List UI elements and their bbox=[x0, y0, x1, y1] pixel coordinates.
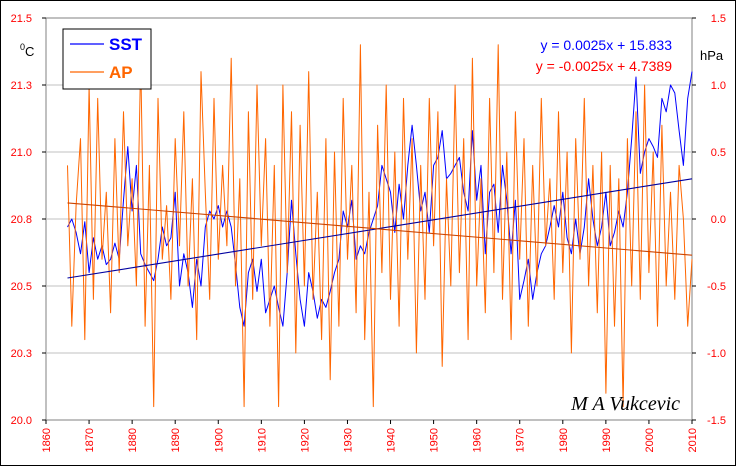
trendline-sst bbox=[67, 178, 693, 279]
left-axis-unit-main: C bbox=[25, 44, 34, 59]
x-tick-label: 1900 bbox=[213, 428, 225, 452]
right-tick-label: -1.0 bbox=[707, 348, 726, 360]
right-tick-label: 1.5 bbox=[711, 13, 726, 25]
x-tick-label: 1930 bbox=[342, 428, 354, 452]
legend: SST AP bbox=[62, 28, 152, 90]
x-tick-label: 1970 bbox=[515, 428, 527, 452]
left-tick-label: 20.8 bbox=[11, 214, 32, 226]
series-layer bbox=[67, 44, 693, 408]
x-tick-label: 1910 bbox=[256, 428, 268, 452]
left-tick-label: 20.3 bbox=[11, 348, 32, 360]
legend-label-sst: SST bbox=[109, 35, 143, 54]
right-axis-unit: hPa bbox=[700, 48, 724, 63]
x-tick-label: 1960 bbox=[472, 428, 484, 452]
x-tick-label: 1950 bbox=[429, 428, 441, 452]
series-line-ap bbox=[67, 44, 693, 408]
left-axis: 20.0 20.3 20.5 20.8 21.0 21.3 21.5 bbox=[11, 13, 46, 427]
trend-equation-sst: y = 0.0025x + 15.833 bbox=[540, 37, 672, 53]
left-axis-unit: 0C bbox=[20, 42, 34, 59]
x-tick-label: 2010 bbox=[687, 428, 699, 452]
x-tick-label: 1880 bbox=[127, 428, 139, 452]
trend-equation-ap: y = -0.0025x + 4.7389 bbox=[536, 58, 672, 74]
x-tick-label: 1890 bbox=[170, 428, 182, 452]
right-axis: -1.5 -1.0 -0.5 0.0 0.5 1.0 1.5 bbox=[692, 13, 726, 427]
left-tick-label: 21.0 bbox=[11, 147, 32, 159]
x-tick-label: 1860 bbox=[41, 428, 53, 452]
left-axis-unit-sup: 0 bbox=[20, 42, 25, 52]
x-tick-label: 1940 bbox=[386, 428, 398, 452]
left-tick-label: 20.0 bbox=[11, 415, 32, 427]
grid bbox=[46, 84, 692, 354]
right-tick-label: 0.0 bbox=[711, 214, 726, 226]
x-tick-label: 1990 bbox=[601, 428, 613, 452]
right-tick-label: 0.5 bbox=[711, 147, 726, 159]
right-tick-label: -0.5 bbox=[707, 281, 726, 293]
credit-annotation: M A Vukcevic bbox=[570, 393, 680, 415]
right-tick-label: -1.5 bbox=[707, 415, 726, 427]
right-tick-label: 1.0 bbox=[711, 80, 726, 92]
x-tick-label: 1870 bbox=[84, 428, 96, 452]
legend-box bbox=[62, 28, 152, 90]
x-axis: 1860 1870 1880 1890 1900 1910 1920 1930 1940 1950… bbox=[41, 420, 699, 452]
left-tick-label: 21.3 bbox=[11, 80, 32, 92]
trendline-ap bbox=[67, 202, 693, 256]
legend-label-ap: AP bbox=[109, 63, 133, 82]
x-tick-label: 2000 bbox=[644, 428, 656, 452]
x-tick-label: 1920 bbox=[299, 428, 311, 452]
left-tick-label: 21.5 bbox=[11, 13, 32, 25]
left-tick-label: 20.5 bbox=[11, 281, 32, 293]
x-tick-label: 1980 bbox=[558, 428, 570, 452]
